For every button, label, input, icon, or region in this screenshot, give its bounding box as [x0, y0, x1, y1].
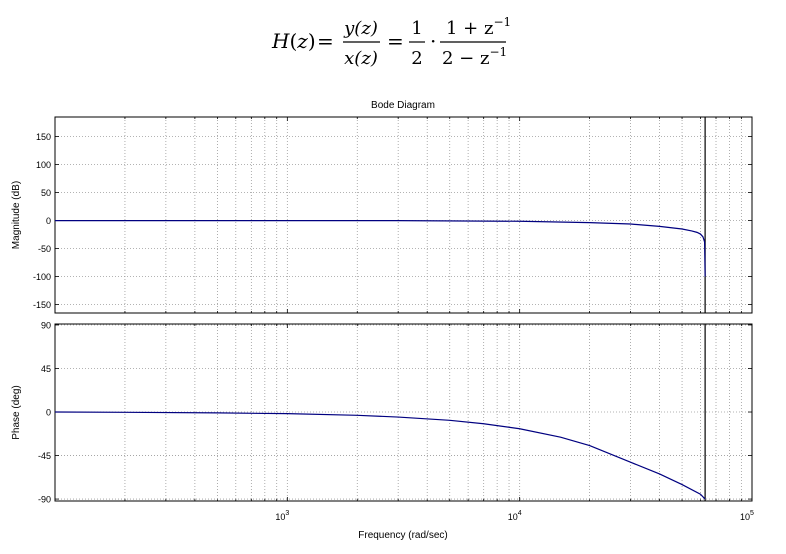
eq-arg: z: [296, 29, 308, 53]
magnitude-y-tick-label: 100: [36, 160, 51, 170]
magnitude-y-tick-label: 150: [36, 132, 51, 142]
phase-y-axis-label: Phase (deg): [11, 385, 22, 439]
transfer-function-equation: H(z) = y(z) x(z) = 1 2 · 1 + z−1 2 − z−1: [271, 15, 511, 69]
eq-exponent-numerator: −1: [493, 15, 511, 29]
phase-panel: 90 45 0 -45 -90 Phase (deg): [11, 320, 753, 505]
magnitude-y-tick-label: -50: [38, 244, 51, 254]
phase-response-curve: [54, 411, 706, 500]
magnitude-y-axis-label: Magnitude (dB): [11, 181, 22, 249]
magnitude-y-tick-label: -100: [33, 272, 51, 282]
eq-lhs: H: [271, 29, 290, 53]
svg-text:1 + z−1: 1 + z−1: [446, 15, 511, 39]
x-axis-label: Frequency (rad/sec): [358, 530, 447, 541]
phase-y-tick-label: 45: [41, 364, 51, 374]
magnitude-y-tick-label: 0: [46, 216, 51, 226]
eq-fraction-denominator: x(z): [344, 48, 378, 69]
chart-title: Bode Diagram: [371, 100, 435, 111]
eq-half-denominator: 2: [411, 48, 422, 69]
eq-fraction-numerator: y(z): [343, 18, 378, 39]
eq-half-numerator: 1: [411, 18, 422, 39]
phase-y-tick-label: 0: [46, 408, 51, 418]
magnitude-axes-frame: [54, 116, 753, 314]
eq-main-numerator: 1 + z: [446, 18, 493, 39]
magnitude-response-curve: [55, 220, 706, 277]
phase-y-tick-label: 90: [41, 320, 51, 330]
magnitude-y-tick-label: 50: [41, 188, 51, 198]
phase-y-tick-label: -90: [38, 495, 51, 505]
phase-y-tick-label: -45: [38, 451, 51, 461]
magnitude-panel: 150 100 50 0 -50 -100 -150 Magnitude (dB): [11, 116, 753, 314]
x-tick-label: 105: [740, 510, 754, 522]
eq-main-denominator: 2 − z: [442, 48, 489, 69]
svg-text:=: =: [387, 29, 404, 53]
x-tick-label: 103: [275, 510, 289, 522]
eq-exponent-denominator: −1: [489, 45, 507, 59]
svg-text:·: ·: [430, 29, 436, 53]
svg-text:2 − z−1: 2 − z−1: [442, 45, 507, 69]
magnitude-y-tick-label: -150: [33, 300, 51, 310]
frequency-axis-ticks: 103 104 105: [275, 510, 754, 522]
x-tick-label: 104: [508, 510, 522, 522]
svg-text:H(z): H(z): [271, 29, 316, 53]
svg-text:=: =: [317, 29, 334, 53]
